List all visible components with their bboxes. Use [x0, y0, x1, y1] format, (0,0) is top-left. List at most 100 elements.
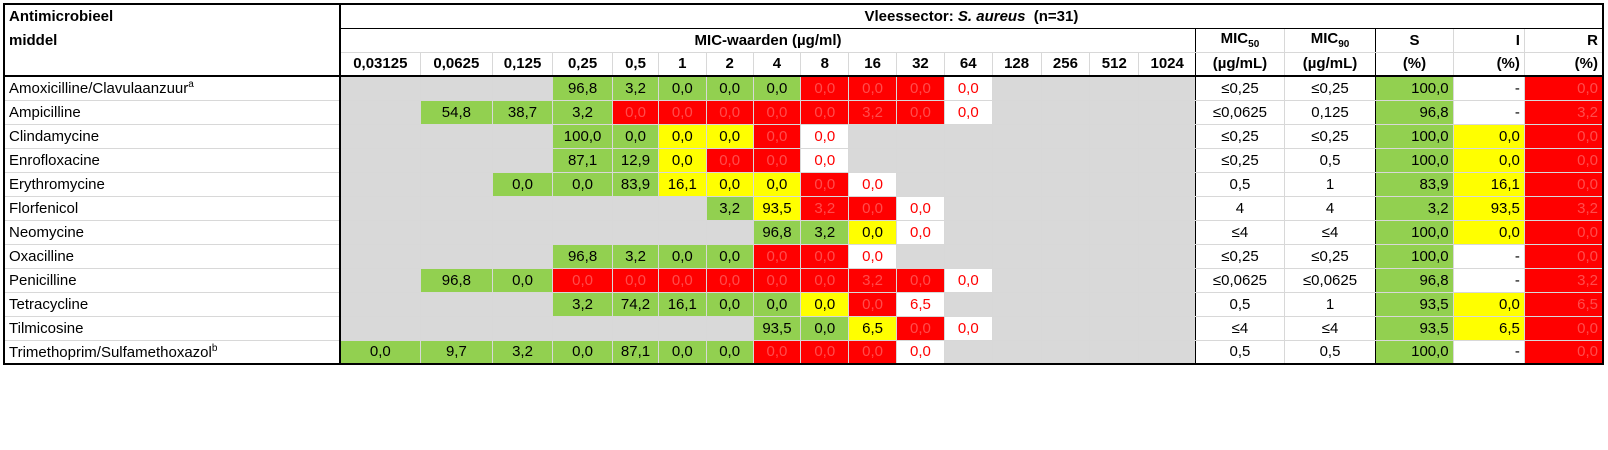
mic50-value: ≤0,25	[1195, 123, 1285, 149]
mic-cell: 0,0	[752, 267, 802, 293]
r-value: 0,0	[1523, 243, 1604, 269]
mic50-value: ≤4	[1195, 219, 1285, 245]
mic-cell: 0,0	[752, 99, 802, 125]
mic-cell	[419, 171, 494, 197]
mic-cell	[1089, 75, 1140, 101]
mic-cell	[1040, 171, 1091, 197]
mic-cell: 0,0	[800, 315, 850, 341]
concentration-header: 16	[848, 51, 898, 77]
table-row: Erythromycine 0,0 0,0 83,9 16,1 0,0 0,0 0,0 0,0 0…	[3, 171, 1604, 197]
mic-cell	[491, 243, 554, 269]
antimicrobial-name-text: Oxacilline	[9, 247, 75, 265]
mic-cell: 0,0	[657, 339, 707, 365]
mic-cell	[1089, 147, 1140, 173]
i-value: 93,5	[1452, 195, 1525, 221]
mic-cell: 0,0	[612, 123, 659, 149]
mic-cell	[339, 171, 421, 197]
mic-cell: 0,0	[896, 219, 945, 245]
antimicrobial-name: Clindamycine	[3, 123, 341, 149]
mic50-sub: 50	[1248, 39, 1260, 50]
mic-cell	[419, 291, 494, 317]
mic-cell	[491, 291, 554, 317]
mic-cell: 0,0	[705, 75, 754, 101]
mic-cell: 96,8	[419, 267, 494, 293]
s-value: 83,9	[1375, 171, 1454, 197]
mic-cell: 0,0	[752, 291, 802, 317]
antimicrobial-name-text: Penicilline	[9, 271, 77, 289]
mic90-value: 1	[1283, 291, 1377, 317]
table-row: Trimethoprim/Sulfamethoxazolb 0,0 9,7 3,2 0,…	[3, 339, 1604, 365]
mic-cell: 0,0	[752, 75, 802, 101]
mic-cell: 38,7	[491, 99, 554, 125]
r-value: 0,0	[1523, 75, 1604, 101]
antimicrobial-name-text: Enrofloxacine	[9, 151, 100, 169]
s-value: 3,2	[1375, 195, 1454, 221]
concentration-header: 64	[943, 51, 993, 77]
mic-cell	[991, 123, 1042, 149]
mic-cell: 0,0	[752, 171, 802, 197]
mic-cell: 0,0	[800, 75, 850, 101]
mic50-value: ≤0,25	[1195, 147, 1285, 173]
antimicrobial-name: Ampicilline	[3, 99, 341, 125]
mic-cell: 0,0	[705, 291, 754, 317]
mic-cell	[1138, 147, 1197, 173]
s-value: 100,0	[1375, 147, 1454, 173]
mic-cell: 0,0	[657, 99, 707, 125]
table-row: Neomycine 96,8 3,2 0,0 0,0 ≤4 ≤4 100,0 0,0 0,0	[3, 219, 1604, 245]
mic-cell: 74,2	[612, 291, 659, 317]
antimicrobial-header-1: Antimicrobieel	[3, 3, 341, 28]
concentration-header: 0,03125	[339, 51, 421, 77]
mic-cell: 54,8	[419, 99, 494, 125]
antimicrobial-name-text: Amoxicilline/Clavulaanzuur	[9, 80, 189, 98]
mic-cell	[419, 219, 494, 245]
mic-cell	[848, 123, 898, 149]
s-value: 93,5	[1375, 315, 1454, 341]
mic-cell: 0,0	[800, 339, 850, 365]
mic-cell: 96,8	[552, 243, 614, 269]
mic-table: Antimicrobieel Vleessector: S. aureus (n…	[3, 3, 1605, 365]
s-value: 96,8	[1375, 99, 1454, 125]
i-value: -	[1452, 267, 1525, 293]
mic-cell	[1040, 147, 1091, 173]
mic50-value: ≤0,25	[1195, 75, 1285, 101]
mic-cell: 0,0	[800, 147, 850, 173]
mic-cell	[991, 195, 1042, 221]
mic50-value: ≤0,25	[1195, 243, 1285, 269]
antimicrobial-name: Neomycine	[3, 219, 341, 245]
mic-cell: 0,0	[800, 99, 850, 125]
mic-cell	[491, 219, 554, 245]
i-value: 0,0	[1452, 219, 1525, 245]
mic-cell: 0,0	[552, 171, 614, 197]
mic-cell: 96,8	[752, 219, 802, 245]
concentration-header: 1	[657, 51, 707, 77]
footnote-marker: a	[188, 79, 194, 91]
i-value: 0,0	[1452, 147, 1525, 173]
mic-cell	[491, 123, 554, 149]
mic-cell	[1138, 267, 1197, 293]
mic-cell	[657, 315, 707, 341]
mic-cell: 0,0	[896, 267, 945, 293]
mic-cell	[1089, 267, 1140, 293]
i-value: -	[1452, 75, 1525, 101]
concentration-header: 1024	[1138, 51, 1197, 77]
mic-cell	[991, 291, 1042, 317]
header-row-1: Antimicrobieel Vleessector: S. aureus (n…	[3, 3, 1605, 29]
i-value: 0,0	[1452, 291, 1525, 317]
s-value: 100,0	[1375, 243, 1454, 269]
i-value: -	[1452, 99, 1525, 125]
antimicrobial-name: Enrofloxacine	[3, 147, 341, 173]
mic-cell: 3,2	[848, 99, 898, 125]
r-value: 0,0	[1523, 147, 1604, 173]
mic-cell	[896, 147, 945, 173]
mic-cell: 0,0	[752, 147, 802, 173]
mic-cell: 0,0	[752, 243, 802, 269]
mic-cell: 0,0	[800, 123, 850, 149]
mic-values-title: MIC-waarden (µg/ml)	[339, 27, 1197, 53]
mic-cell: 0,0	[800, 171, 850, 197]
mic-cell: 0,0	[705, 147, 754, 173]
mic-cell	[943, 147, 993, 173]
antimicrobial-name-text: Florfenicol	[9, 199, 79, 217]
s-value: 100,0	[1375, 75, 1454, 101]
mic-cell	[1089, 99, 1140, 125]
mic-cell: 0,0	[943, 315, 993, 341]
